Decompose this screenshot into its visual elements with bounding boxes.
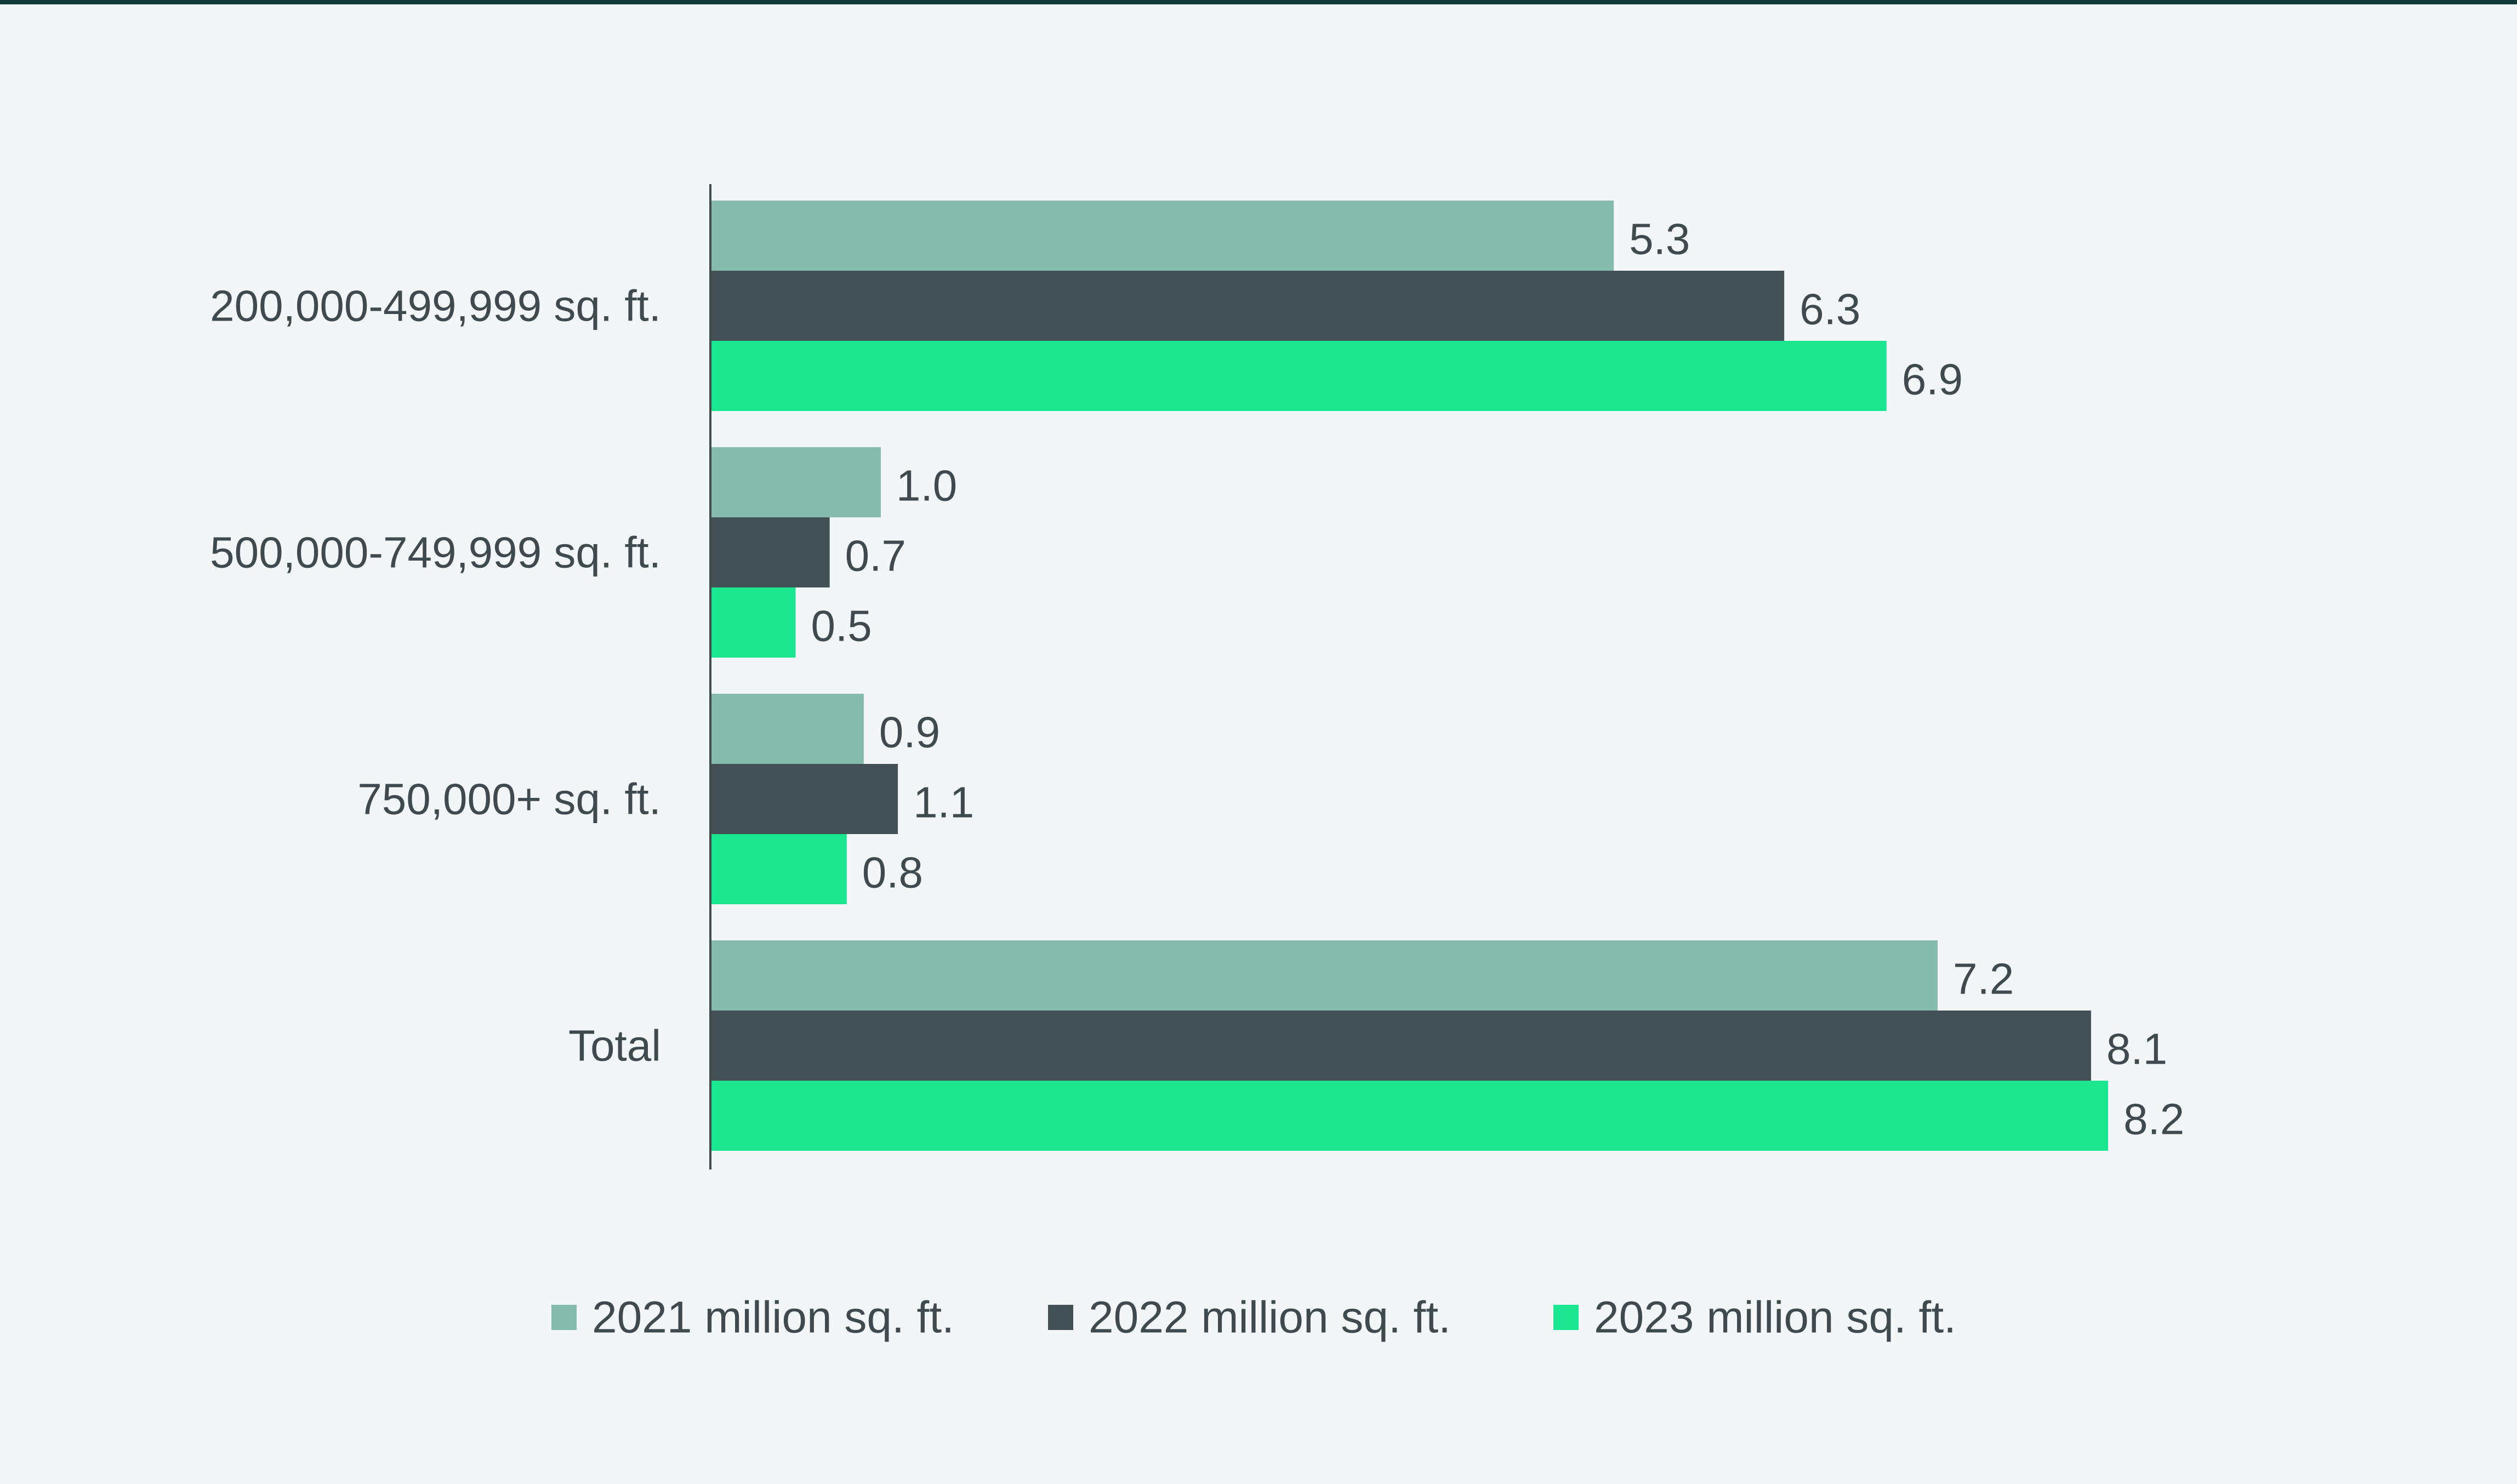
legend-label-2023-million-sq-ft: 2023 million sq. ft. bbox=[1594, 1293, 1956, 1343]
bar-2021-million-sq-ft-500-000-749-999-sq-ft bbox=[710, 447, 881, 517]
bar-2021-million-sq-ft-200-000-499-999-sq-ft bbox=[710, 201, 1614, 271]
legend-swatch-2022-million-sq-ft bbox=[1048, 1305, 1073, 1330]
value-label-2023-million-sq-ft-750-000-sq-ft: 0.8 bbox=[862, 848, 923, 897]
bar-2023-million-sq-ft-500-000-749-999-sq-ft bbox=[710, 587, 796, 658]
legend-label-2022-million-sq-ft: 2022 million sq. ft. bbox=[1089, 1293, 1451, 1343]
bar-2022-million-sq-ft-total bbox=[710, 1011, 2091, 1081]
bars-layer bbox=[710, 201, 2108, 1151]
legend-label-2021-million-sq-ft: 2021 million sq. ft. bbox=[592, 1293, 954, 1343]
legend-swatch-2023-million-sq-ft bbox=[1553, 1305, 1579, 1330]
category-label-500-000-749-999-sq-ft: 500,000-749,999 sq. ft. bbox=[210, 528, 661, 577]
value-label-2022-million-sq-ft-total: 8.1 bbox=[2106, 1025, 2167, 1074]
value-label-2023-million-sq-ft-total: 8.2 bbox=[2123, 1095, 2184, 1144]
bar-2021-million-sq-ft-750-000-sq-ft bbox=[710, 694, 864, 764]
bar-2022-million-sq-ft-500-000-749-999-sq-ft bbox=[710, 517, 830, 587]
value-label-2023-million-sq-ft-200-000-499-999-sq-ft: 6.9 bbox=[1902, 355, 1963, 404]
category-labels-layer: 200,000-499,999 sq. ft. 500,000-749,999 s… bbox=[210, 282, 661, 1070]
bar-2022-million-sq-ft-750-000-sq-ft bbox=[710, 764, 898, 834]
bar-2022-million-sq-ft-200-000-499-999-sq-ft bbox=[710, 271, 1785, 341]
bar-2023-million-sq-ft-total bbox=[710, 1081, 2108, 1151]
category-label-200-000-499-999-sq-ft: 200,000-499,999 sq. ft. bbox=[210, 282, 661, 330]
value-label-2022-million-sq-ft-200-000-499-999-sq-ft: 6.3 bbox=[1800, 285, 1860, 334]
value-label-2021-million-sq-ft-750-000-sq-ft: 0.9 bbox=[879, 708, 940, 757]
legend: 2021 million sq. ft. 2022 million sq. ft.… bbox=[551, 1293, 1956, 1343]
value-label-2022-million-sq-ft-750-000-sq-ft: 1.1 bbox=[913, 778, 974, 827]
bar-2023-million-sq-ft-200-000-499-999-sq-ft bbox=[710, 341, 1887, 411]
bar-2021-million-sq-ft-total bbox=[710, 940, 1938, 1011]
value-label-2021-million-sq-ft-total: 7.2 bbox=[1953, 955, 2014, 1003]
category-label-total: Total bbox=[568, 1021, 661, 1070]
bar-2023-million-sq-ft-750-000-sq-ft bbox=[710, 834, 847, 904]
top-rule bbox=[0, 0, 2517, 4]
category-label-750-000-sq-ft: 750,000+ sq. ft. bbox=[357, 775, 661, 824]
value-label-2021-million-sq-ft-500-000-749-999-sq-ft: 1.0 bbox=[896, 461, 957, 510]
value-label-2022-million-sq-ft-500-000-749-999-sq-ft: 0.7 bbox=[845, 532, 906, 580]
value-label-2021-million-sq-ft-200-000-499-999-sq-ft: 5.3 bbox=[1629, 215, 1690, 264]
value-label-2023-million-sq-ft-500-000-749-999-sq-ft: 0.5 bbox=[811, 602, 872, 650]
value-labels-layer: 5.3 6.3 6.9 1.0 0.7 0.5 0.9 1.1 0.8 7.2 8.1 8.2 bbox=[811, 215, 2184, 1144]
legend-swatch-2021-million-sq-ft bbox=[551, 1305, 577, 1330]
